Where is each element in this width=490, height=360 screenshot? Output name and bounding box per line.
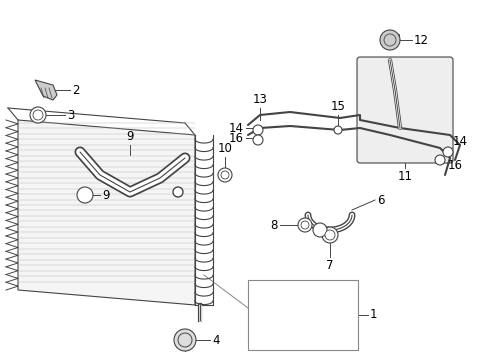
Text: 16: 16 (229, 131, 244, 144)
Text: 14: 14 (453, 135, 468, 148)
Text: 6: 6 (377, 194, 385, 207)
Circle shape (298, 218, 312, 232)
Text: 4: 4 (212, 333, 220, 346)
Circle shape (253, 135, 263, 145)
Text: 9: 9 (102, 189, 109, 202)
Circle shape (77, 187, 93, 203)
Text: 16: 16 (448, 158, 463, 171)
Polygon shape (18, 120, 195, 305)
Text: 13: 13 (252, 93, 268, 106)
Bar (248, 280, 358, 350)
Circle shape (322, 227, 338, 243)
Text: 5: 5 (322, 309, 329, 321)
Circle shape (253, 125, 263, 135)
Circle shape (435, 155, 445, 165)
Circle shape (313, 223, 327, 237)
Circle shape (174, 329, 196, 351)
Circle shape (325, 230, 335, 240)
Text: 1: 1 (342, 309, 349, 321)
Text: 1: 1 (370, 309, 377, 321)
Circle shape (173, 187, 183, 197)
Circle shape (443, 147, 453, 157)
Circle shape (380, 30, 400, 50)
Text: 3: 3 (67, 108, 74, 122)
Circle shape (178, 333, 192, 347)
Text: 10: 10 (218, 142, 232, 155)
Circle shape (334, 126, 342, 134)
Text: 9: 9 (126, 130, 134, 143)
Text: 2: 2 (72, 84, 79, 96)
Text: 11: 11 (397, 170, 413, 183)
Text: 15: 15 (331, 100, 345, 113)
Circle shape (301, 221, 309, 229)
Polygon shape (35, 80, 57, 100)
Circle shape (384, 34, 396, 46)
Circle shape (30, 107, 46, 123)
Text: 8: 8 (270, 219, 278, 231)
FancyBboxPatch shape (357, 57, 453, 163)
Text: 7: 7 (326, 259, 334, 272)
Text: 12: 12 (414, 33, 429, 46)
Circle shape (218, 168, 232, 182)
Text: 14: 14 (229, 122, 244, 135)
Circle shape (221, 171, 229, 179)
Circle shape (33, 110, 43, 120)
